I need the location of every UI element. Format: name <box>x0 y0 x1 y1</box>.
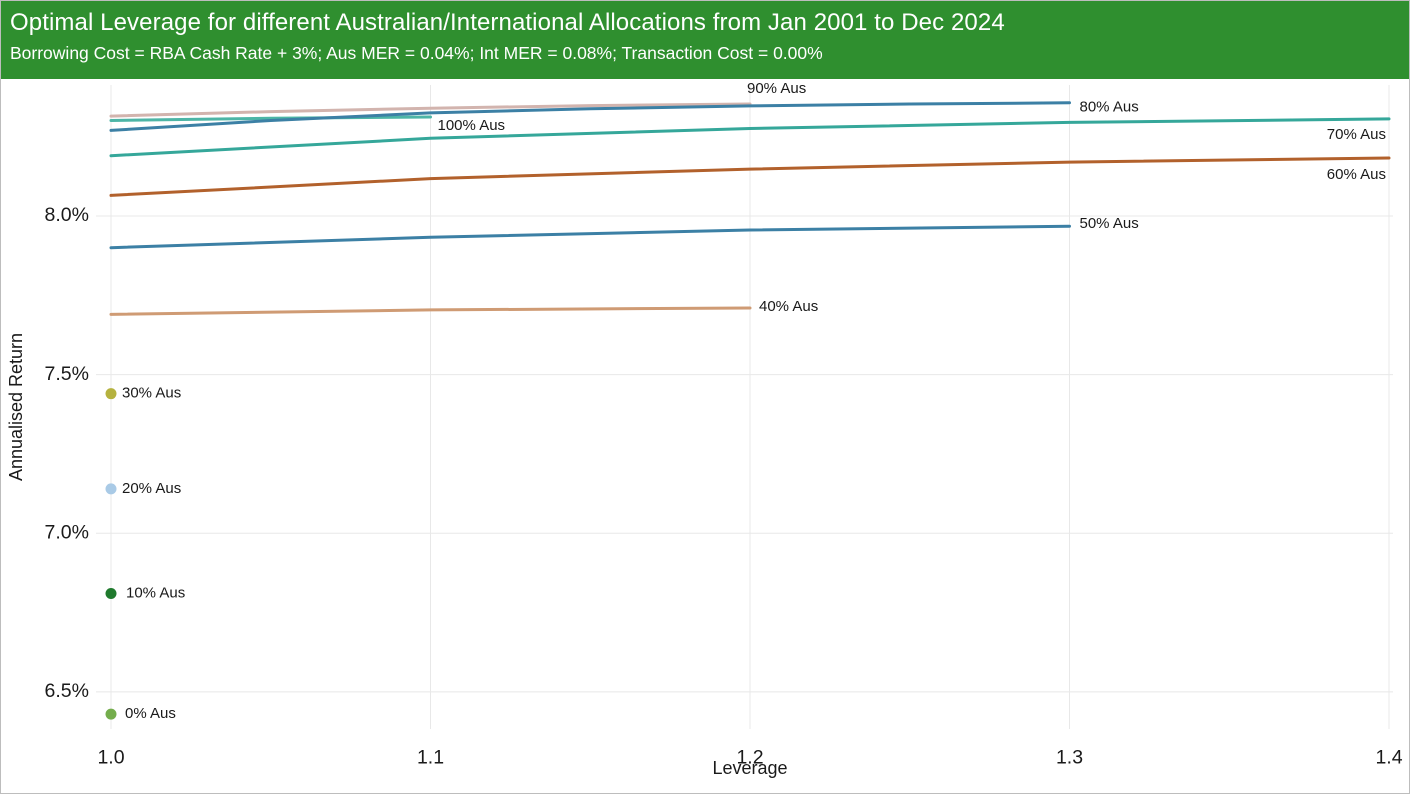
series-label-0-aus: 0% Aus <box>125 705 176 722</box>
y-tick-6.5%: 6.5% <box>45 680 89 702</box>
chart-header: Optimal Leverage for different Australia… <box>1 1 1409 79</box>
y-tick-8.0%: 8.0% <box>45 204 89 226</box>
x-axis-title: Leverage <box>712 758 787 778</box>
series-label-70-aus: 70% Aus <box>1327 126 1386 143</box>
series-label-10-aus: 10% Aus <box>126 585 185 602</box>
series-line-40-aus <box>109 306 752 316</box>
series-label-100-aus: 100% Aus <box>438 117 506 134</box>
y-tick-7.5%: 7.5% <box>45 363 89 385</box>
series-marker-0-aus <box>105 708 117 720</box>
chart-subtitle: Borrowing Cost = RBA Cash Rate + 3%; Aus… <box>10 43 823 63</box>
y-axis-title: Annualised Return <box>6 333 26 481</box>
series-line-80-aus <box>109 101 1071 132</box>
series-label-40-aus: 40% Aus <box>759 298 818 315</box>
series-line-50-aus <box>109 224 1071 250</box>
series-marker-10-aus <box>105 588 117 600</box>
chart-title: Optimal Leverage for different Australia… <box>10 9 1005 36</box>
series-marker-30-aus <box>105 388 117 400</box>
series-label-30-aus: 30% Aus <box>122 385 181 402</box>
series-line-100-aus <box>109 115 432 122</box>
series-label-90-aus: 90% Aus <box>747 80 806 97</box>
x-tick-1.1: 1.1 <box>417 747 444 769</box>
x-tick-1.3: 1.3 <box>1056 747 1083 769</box>
series-label-60-aus: 60% Aus <box>1327 166 1386 183</box>
x-tick-1.2: 1.2 <box>736 747 763 769</box>
x-tick-1.4: 1.4 <box>1375 747 1402 769</box>
y-tick-7.0%: 7.0% <box>45 521 89 543</box>
series-line-70-aus <box>109 117 1391 158</box>
series-line-60-aus <box>109 156 1391 197</box>
series-marker-20-aus <box>105 483 117 495</box>
series-line-90-aus <box>109 102 752 118</box>
series-label-20-aus: 20% Aus <box>122 480 181 497</box>
x-tick-1.0: 1.0 <box>97 747 124 769</box>
series-label-80-aus: 80% Aus <box>1080 99 1139 116</box>
series-label-50-aus: 50% Aus <box>1080 215 1139 232</box>
